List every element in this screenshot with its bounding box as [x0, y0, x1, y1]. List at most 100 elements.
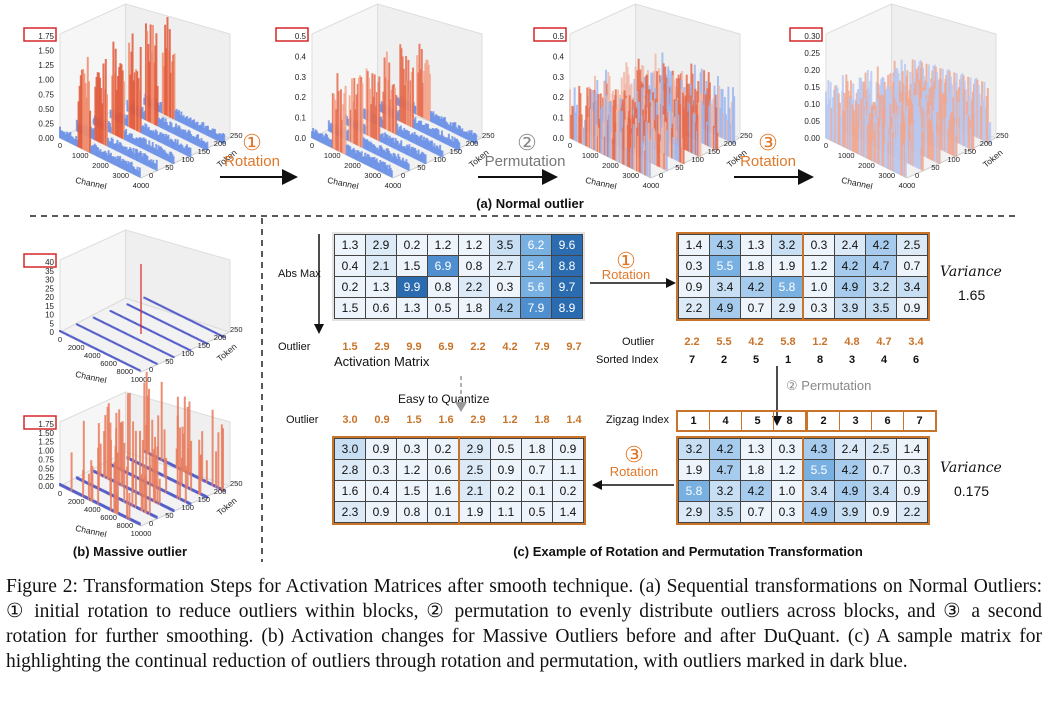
- matrix-cell: 0.9: [365, 438, 397, 460]
- zigzag_index-value: 7: [916, 415, 923, 427]
- x-tick: 2000: [602, 161, 619, 170]
- y-tick: 1.75: [38, 32, 54, 41]
- matrix-cell: 5.5: [802, 459, 835, 481]
- y-tick: 1.25: [38, 61, 54, 70]
- y-tick: 1.50: [38, 429, 54, 438]
- z-tick: 150: [198, 341, 211, 350]
- m2_outlier-value: 5.8: [780, 336, 796, 348]
- matrix-row: 1.3 2.9 0.2 1.2 1.2 3.5 6.2 9.6: [334, 234, 583, 256]
- matrix-cell: 1.5: [334, 297, 366, 319]
- matrix-row: 2.9 3.5 0.7 0.3 4.9 3.9 0.9 2.2: [678, 501, 928, 523]
- matrix-cell: 4.9: [834, 480, 866, 502]
- matrix-cell: 4.2: [865, 234, 897, 256]
- matrix-cell: 1.3: [396, 297, 428, 319]
- matrix-row: 1.9 4.7 1.8 1.2 5.5 4.2 0.7 0.3: [678, 459, 928, 481]
- step-arrows-a: [220, 169, 814, 185]
- m4_outlier-value: 1.8: [534, 414, 550, 426]
- z-tick: 100: [181, 155, 194, 164]
- matrix-row: 0.3 5.5 1.8 1.9 1.2 4.2 4.7 0.7: [678, 255, 928, 277]
- z-tick: 0: [915, 171, 919, 180]
- separators: [30, 215, 1016, 562]
- matrix-cell: 0.2: [552, 480, 584, 502]
- matrix-cell: 1.6: [427, 480, 460, 502]
- smoothed-matrix: 3.0 0.9 0.3 0.2 2.9 0.5 1.8 0.9 2.8 0.3 1.2 0.6 2.5 0…: [332, 436, 586, 525]
- x-tick: 1000: [324, 151, 341, 160]
- matrix-cell: 3.5: [489, 234, 521, 256]
- z-tick: 150: [198, 147, 211, 156]
- y-tick: 1.75: [38, 420, 54, 429]
- matrix-cell: 0.5: [521, 501, 553, 523]
- matrix-cell: 1.3: [740, 438, 772, 460]
- z-tick: 250: [230, 131, 243, 140]
- x-tick: 6000: [100, 359, 117, 368]
- m2_outlier-value: 4.8: [844, 336, 860, 348]
- matrix-cell: 0.5: [427, 297, 459, 319]
- matrix-cell: 9.7: [551, 276, 583, 298]
- y-tick: 0: [50, 328, 55, 337]
- sorted_index-value: 6: [912, 354, 920, 366]
- matrix-cell: 2.9: [678, 501, 710, 523]
- matrix-cell: 1.2: [458, 234, 490, 256]
- matrix-row: 2.3 0.9 0.8 0.1 1.9 1.1 0.5 1.4: [334, 501, 584, 523]
- zigzag_index-value: 6: [872, 412, 904, 430]
- m1_outlier-value: 2.2: [470, 341, 486, 353]
- max-value-box: [789, 27, 823, 42]
- matrix-cell: 6.9: [427, 255, 459, 277]
- matrix-cell: 3.4: [865, 480, 897, 502]
- matrix-cell: 3.5: [865, 297, 897, 319]
- sorted_index-value: 8: [816, 354, 824, 366]
- y-tick: 0.00: [804, 134, 820, 143]
- matrix-cell: 9.9: [396, 276, 428, 298]
- activation-matrix: 1.3 2.9 0.2 1.2 1.2 3.5 6.2 9.6 0.4 2.1 1.5 6.9 0.8 2…: [332, 232, 585, 321]
- matrix-cell: 0.8: [396, 501, 428, 523]
- y-tick: 0.4: [295, 52, 307, 61]
- y-tick: 0.1: [553, 114, 565, 123]
- matrix-cell: 0.9: [896, 480, 928, 502]
- matrix-cell: 0.3: [802, 297, 835, 319]
- surface-plot: 1.751.501.251.000.750.500.250.0001000200…: [23, 3, 243, 191]
- y-tick: 40: [45, 258, 54, 267]
- matrix-cell: 5.4: [520, 255, 552, 277]
- y-tick: 10: [45, 311, 54, 320]
- matrix-cell: 1.9: [771, 255, 804, 277]
- matrix-cell: 6.2: [520, 234, 552, 256]
- step1-number: ①: [242, 130, 262, 155]
- matrix-cell: 1.2: [802, 255, 835, 277]
- y-tick: 0.75: [38, 455, 54, 464]
- outlier-label-2: Outlier: [622, 336, 655, 348]
- matrix-cell: 2.7: [489, 255, 521, 277]
- matrix-cell: 4.2: [489, 297, 521, 319]
- x-tick: 3000: [112, 171, 129, 180]
- variance-value-1: 1.65: [958, 287, 986, 303]
- matrix-cell: 3.9: [834, 501, 866, 523]
- matrix-cell: 3.2: [709, 480, 741, 502]
- x-tick: 0: [58, 335, 62, 344]
- x-tick: 2000: [858, 161, 875, 170]
- x-tick: 2000: [68, 343, 85, 352]
- matrix-cell: 4.7: [709, 459, 741, 481]
- z-tick: 0: [659, 171, 663, 180]
- z-tick: 150: [708, 147, 721, 156]
- matrix-cell: 0.5: [490, 438, 522, 460]
- z-tick: 100: [691, 155, 704, 164]
- matrix-cell: 2.9: [365, 234, 397, 256]
- m4_outlier-value: 2.9: [470, 414, 486, 426]
- plot-side-wall: [125, 229, 231, 333]
- y-tick: 0.75: [38, 90, 54, 99]
- step2-label: Permutation: [484, 153, 566, 170]
- z-tick: 50: [675, 163, 683, 172]
- matrix-cell: 0.9: [365, 501, 397, 523]
- x-tick: 3000: [622, 171, 639, 180]
- y-tick: 0.0: [553, 134, 565, 143]
- matrix-cell: 0.1: [521, 480, 553, 502]
- surface-plot: 0.50.40.30.20.10.001000200030004000Chann…: [533, 3, 753, 191]
- x-tick: 8000: [116, 521, 133, 530]
- matrix-cell: 8.9: [551, 297, 583, 319]
- m1_outlier-value: 7.9: [534, 341, 550, 353]
- x-tick: 0: [58, 141, 62, 150]
- z-tick: 200: [980, 139, 993, 148]
- x-tick: 4000: [84, 351, 101, 360]
- m2_outlier-value: 2.2: [684, 336, 700, 348]
- c-step3-number: ③: [624, 442, 644, 467]
- matrix-cell: 1.1: [552, 459, 584, 481]
